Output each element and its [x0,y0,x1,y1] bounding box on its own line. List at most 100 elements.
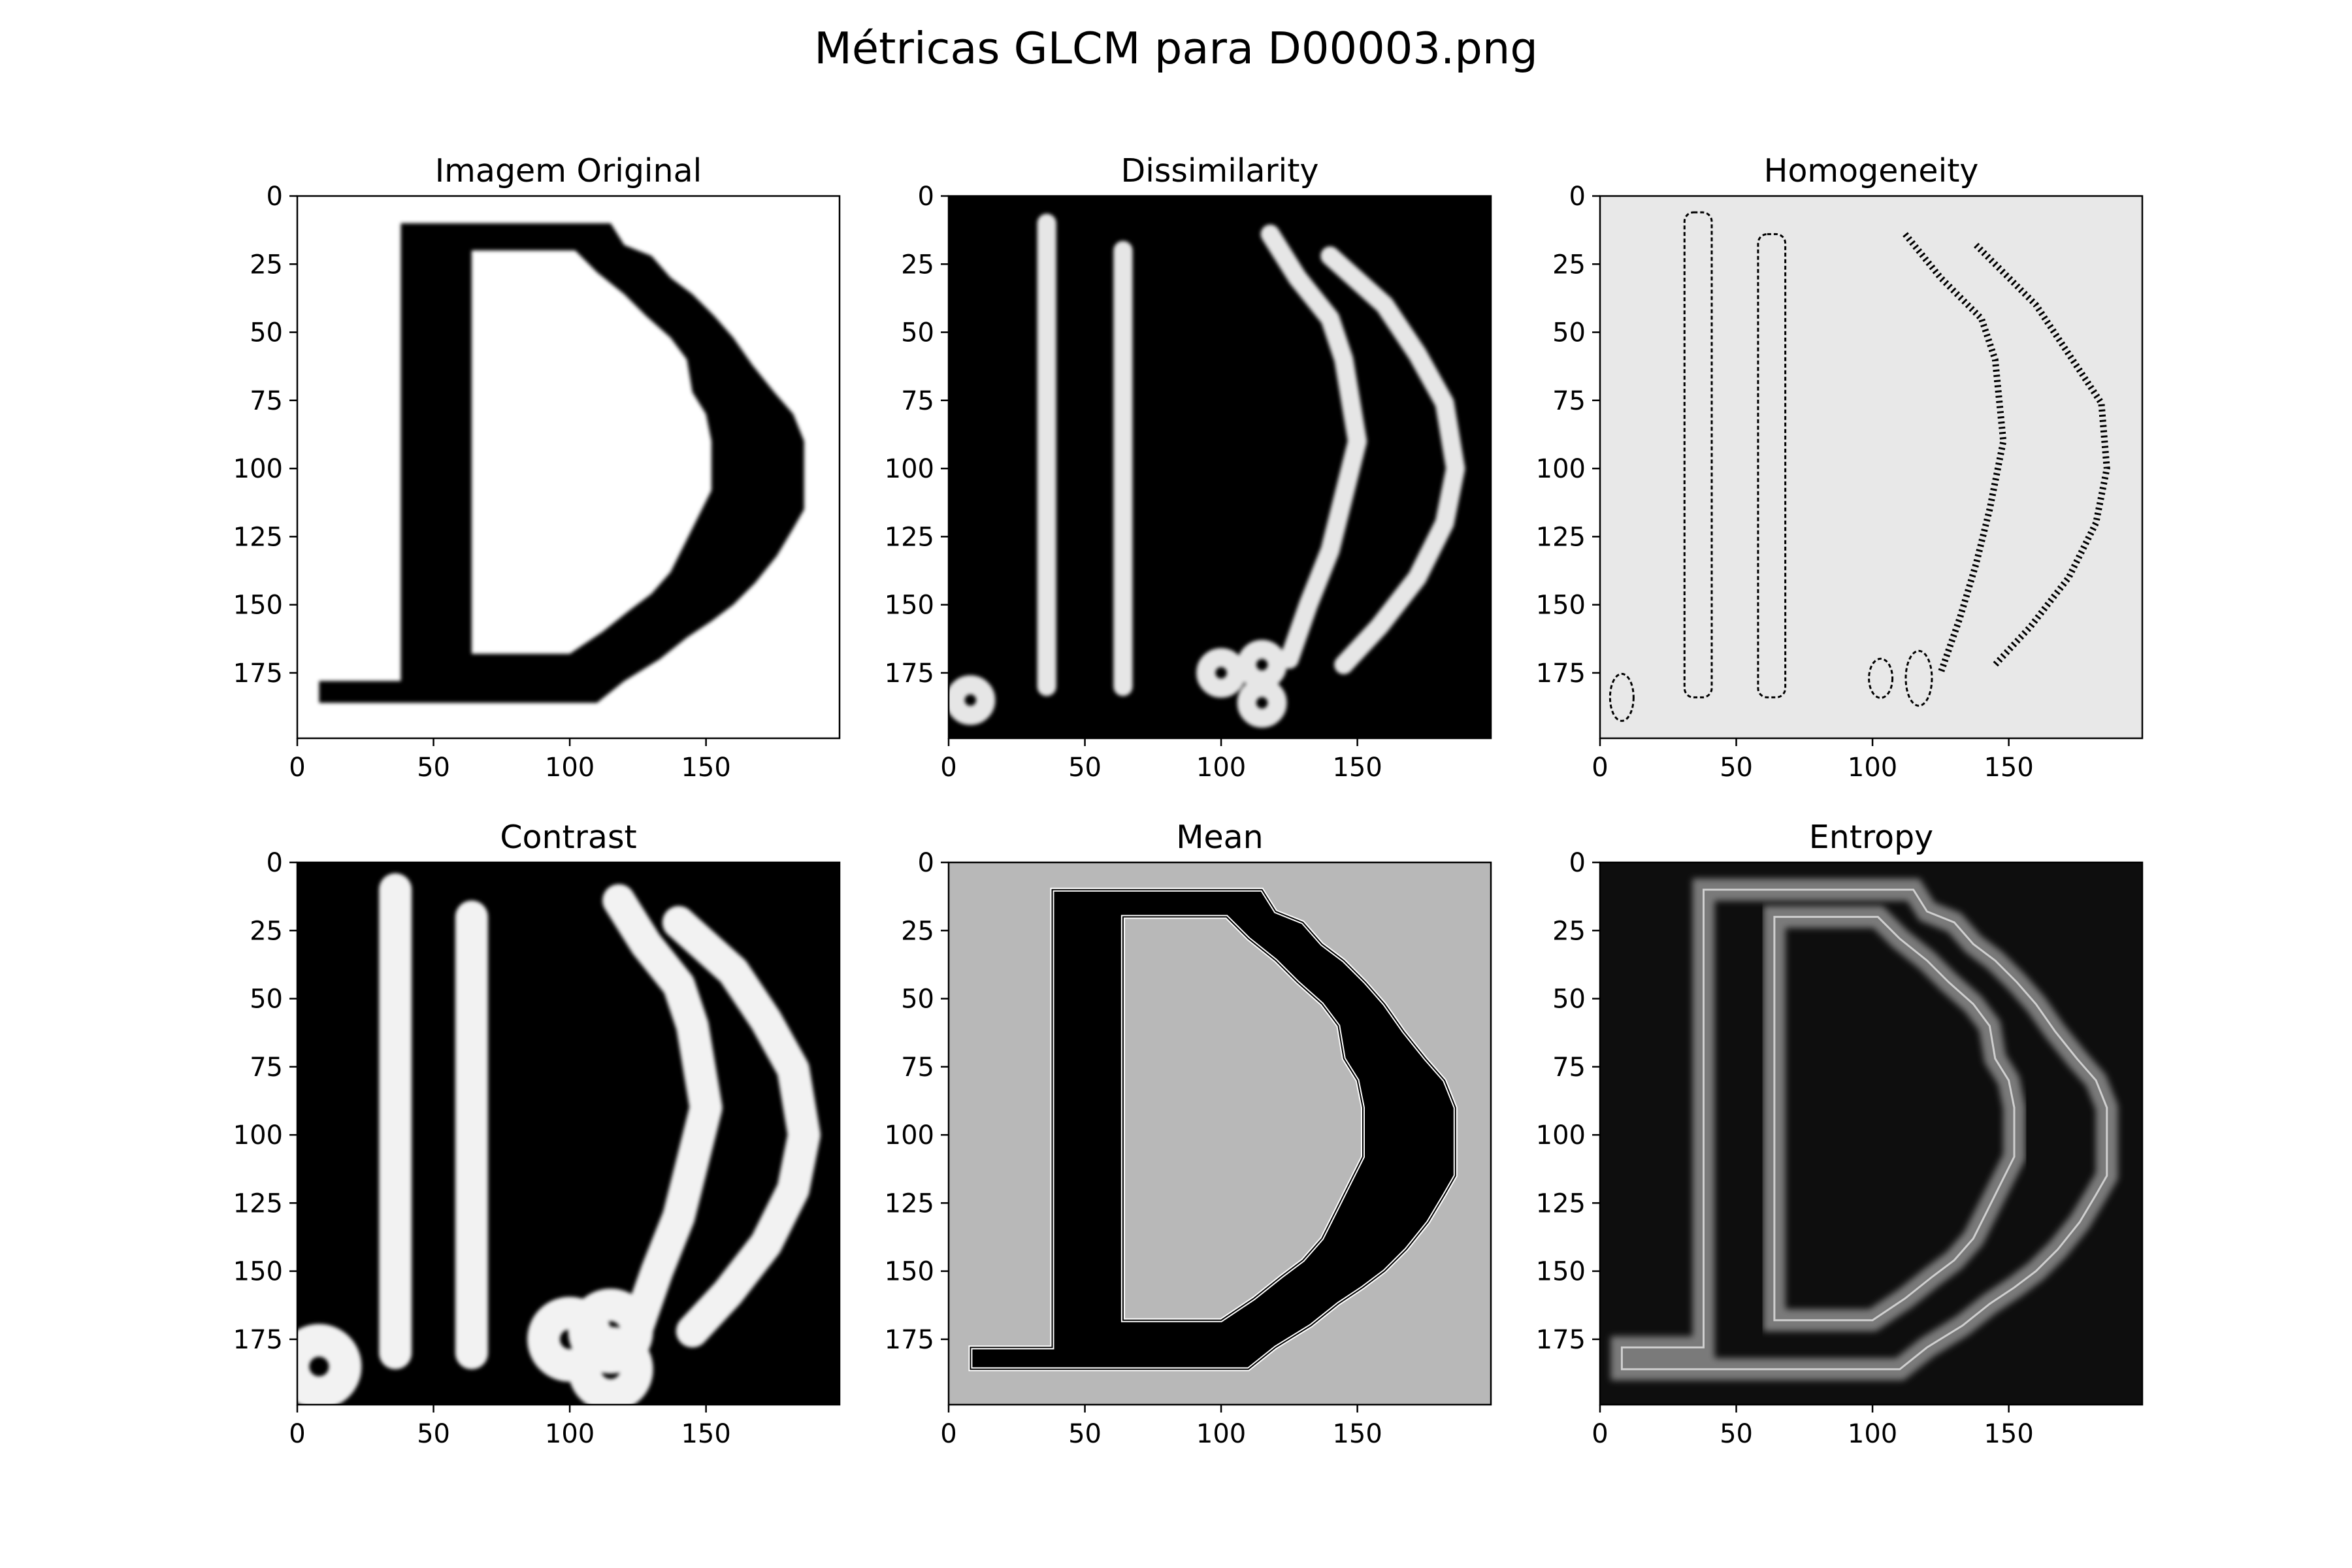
x-tick-label: 50 [1720,753,1753,783]
y-tick-label: 50 [1552,318,1586,348]
y-tick-label: 150 [233,1257,283,1287]
subplot-entropy: Entropy 0 50 100 150 0 25 50 75 100 125 150 175 [1536,819,2144,1449]
y-tick-label: 150 [885,591,934,621]
y-tick-label: 75 [1552,1053,1586,1083]
y-tick-label: 25 [250,916,283,946]
x-tick-label: 100 [1848,1419,1897,1449]
mean-fill-inner [1122,917,1363,1320]
y-tick-label: 0 [267,848,283,878]
subplot-dissimilarity: Dissimilarity 0 50 100 150 0 25 50 75 100 125 150 17… [885,152,1492,783]
y-tick-label: 100 [885,1120,934,1151]
x-tick-label: 150 [1332,753,1382,783]
image-content [319,223,804,703]
axes-frame [296,195,841,740]
y-tick-label: 100 [1536,1120,1586,1151]
y-tick-label: 75 [901,1053,934,1083]
x-tick-label: 50 [417,753,450,783]
edge-blob [949,675,996,725]
plot-background [1600,196,2142,738]
y-tick-label: 175 [233,659,283,689]
y-tick-label: 150 [885,1257,934,1287]
edge-bowl-outer [662,906,821,1348]
y-tick-label: 50 [1552,985,1586,1015]
x-tick-label: 50 [1068,753,1102,783]
y-tick-label: 75 [250,1053,283,1083]
subplot-imagem-original: Imagem Original 0 50 100 150 0 25 50 75 100 125 150… [233,152,841,783]
x-tick-label: 0 [1592,1419,1608,1449]
x-tick-label: 100 [1196,753,1246,783]
image-content [968,887,1458,1371]
axes-frame [947,195,1492,740]
subplot-title: Mean [1176,819,1264,856]
x-tick-label: 0 [1592,753,1608,783]
homog-blob [1904,649,1933,707]
y-tick-label: 150 [233,591,283,621]
y-tick-label: 0 [1569,848,1586,878]
y-tick-label: 150 [1536,1257,1586,1287]
y-tick-label: 125 [885,1188,934,1218]
y-tick-label: 175 [1536,659,1586,689]
y-tick-label: 125 [885,522,934,552]
y-tick-label: 25 [250,250,283,280]
y-tick-label: 125 [233,1188,283,1218]
glyph-d-inner [471,250,711,654]
x-tick-label: 150 [1984,1419,2033,1449]
y-tick-label: 25 [1552,250,1586,280]
x-tick-label: 0 [940,753,956,783]
x-tick-label: 50 [1720,1419,1753,1449]
x-tick-label: 0 [289,1419,305,1449]
x-tick-label: 0 [289,753,305,783]
x-tick-label: 50 [1068,1419,1102,1449]
y-tick-label: 50 [250,318,283,348]
edge-blob [1196,647,1247,698]
y-tick-label: 75 [250,386,283,416]
x-tick-label: 150 [681,1419,730,1449]
axes-frame [1599,195,2144,740]
axes-frame [296,861,841,1406]
y-tick-label: 175 [1536,1325,1586,1355]
edge-blob [568,1326,653,1405]
y-tick-label: 100 [233,454,283,484]
homog-bowl-outer [1974,242,2110,667]
y-tick-label: 100 [233,1120,283,1151]
subplot-title: Entropy [1809,819,1933,856]
homog-blob [1609,672,1635,722]
x-tick-label: 100 [545,753,595,783]
mean-ring-outer-2 [970,889,1456,1370]
homog-bar-left [1683,211,1713,698]
axes-frame [1599,861,2144,1406]
y-tick-label: 50 [901,985,934,1015]
y-tick-label: 25 [901,250,934,280]
mean-ring-inner-2 [1122,916,1364,1321]
subplot-title: Imagem Original [435,152,702,189]
entropy-line-inner [1773,915,2016,1322]
edge-traces [297,873,821,1405]
image-content [297,873,821,1405]
subplot-homogeneity: Homogeneity 0 50 100 150 0 25 50 75 100 125 150 175 [1536,152,2144,783]
homog-blob [1868,657,1894,699]
y-tick-label: 0 [918,848,934,878]
y-tick-label: 25 [1552,916,1586,946]
y-tick-label: 100 [1536,454,1586,484]
y-tick-label: 150 [1536,591,1586,621]
x-tick-label: 150 [1332,1419,1382,1449]
edge-bowl-outer [1320,246,1465,674]
x-tick-label: 50 [417,1419,450,1449]
x-tick-label: 0 [940,1419,956,1449]
y-tick-label: 125 [233,522,283,552]
edge-blob [1237,678,1287,728]
edge-blob [297,1324,362,1405]
x-tick-label: 100 [1196,1419,1246,1449]
figure-title: Métricas GLCM para D00003.png [814,23,1538,74]
entropy-line-outer [1620,889,2108,1371]
y-tick-label: 0 [267,182,283,212]
edge-traces [949,214,1465,728]
y-tick-label: 125 [1536,522,1586,552]
y-tick-label: 50 [250,985,283,1015]
y-tick-label: 175 [233,1325,283,1355]
subplot-contrast: Contrast 0 50 100 150 0 25 50 75 100 125 150 175 [233,819,841,1449]
homog-bar-right [1757,233,1787,698]
y-tick-label: 25 [901,916,934,946]
x-tick-label: 150 [681,753,730,783]
